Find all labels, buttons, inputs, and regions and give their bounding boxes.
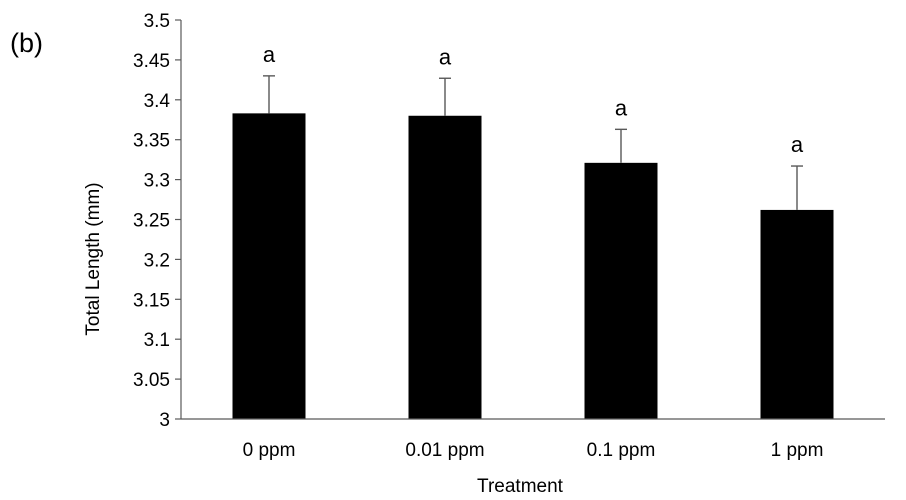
x-axis-title: Treatment bbox=[477, 476, 564, 497]
x-tick-label: 1 ppm bbox=[771, 440, 824, 461]
bar bbox=[232, 113, 306, 419]
significance-letter: a bbox=[791, 132, 804, 157]
x-tick-label: 0.01 ppm bbox=[405, 440, 484, 461]
y-tick-label: 3 bbox=[159, 410, 170, 431]
significance-letters: a a a a bbox=[263, 42, 804, 157]
y-tick-label: 3.2 bbox=[144, 250, 170, 271]
y-tick-label: 3.1 bbox=[144, 330, 170, 351]
x-axis-tick-labels: 0 ppm 0.01 ppm 0.1 ppm 1 ppm bbox=[243, 440, 824, 461]
y-tick-label: 3.3 bbox=[144, 171, 170, 192]
bars bbox=[232, 113, 834, 420]
bar bbox=[408, 115, 482, 419]
y-tick-label: 3.25 bbox=[133, 211, 170, 232]
y-tick-label: 3.45 bbox=[133, 51, 170, 72]
significance-letter: a bbox=[615, 95, 628, 120]
y-tick-label: 3.35 bbox=[133, 131, 170, 152]
y-tick-label: 3.5 bbox=[144, 11, 170, 32]
y-tick-label: 3.15 bbox=[133, 290, 170, 311]
panel-label: (b) bbox=[10, 28, 43, 58]
error-bars bbox=[263, 75, 803, 210]
significance-letter: a bbox=[439, 44, 452, 69]
x-tick-label: 0.1 ppm bbox=[587, 440, 656, 461]
y-axis-title: Total Length (mm) bbox=[83, 182, 104, 335]
bar bbox=[760, 209, 834, 419]
y-tick-label: 3.4 bbox=[144, 91, 171, 112]
bar bbox=[584, 162, 658, 420]
x-tick-label: 0 ppm bbox=[243, 440, 296, 461]
y-axis-ticks: 3 3.05 3.1 3.15 3.2 3.25 3.3 3.35 3.4 3.45 3.5 bbox=[133, 11, 181, 431]
y-tick-label: 3.05 bbox=[133, 370, 170, 391]
significance-letter: a bbox=[263, 42, 276, 67]
